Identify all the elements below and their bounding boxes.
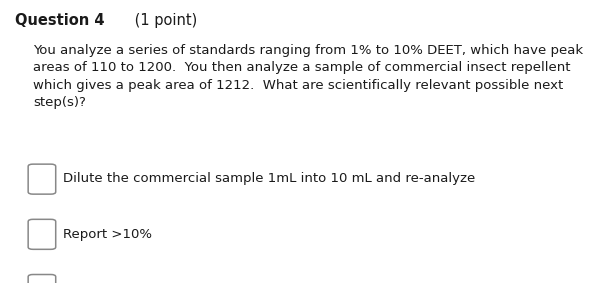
Text: Dilute the commercial sample 1mL into 10 mL and re-analyze: Dilute the commercial sample 1mL into 10… xyxy=(63,172,475,185)
Text: Question 4: Question 4 xyxy=(15,13,104,28)
Text: Report >10%: Report >10% xyxy=(63,228,152,241)
FancyBboxPatch shape xyxy=(28,275,56,283)
FancyBboxPatch shape xyxy=(28,164,56,194)
Text: (1 point): (1 point) xyxy=(131,13,198,28)
Text: You analyze a series of standards ranging from 1% to 10% DEET, which have peak
a: You analyze a series of standards rangin… xyxy=(33,44,583,109)
FancyBboxPatch shape xyxy=(28,219,56,249)
